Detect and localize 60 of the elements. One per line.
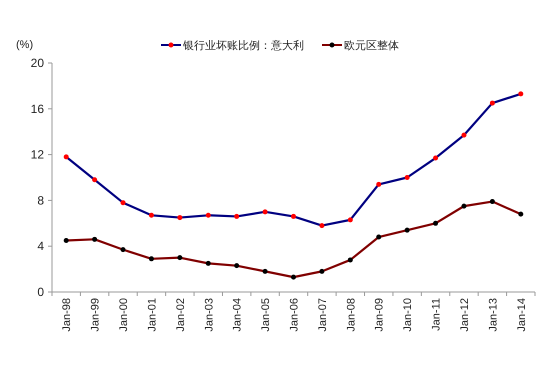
point — [348, 217, 353, 222]
x-tick-label: Jan-10 — [402, 298, 414, 332]
point — [376, 234, 382, 240]
point — [433, 220, 438, 226]
point — [177, 215, 182, 220]
point — [348, 257, 353, 262]
legend-label: 银行业坏账比例：意大利 — [182, 39, 304, 52]
point — [404, 228, 410, 233]
legend-label: 欧元区整体 — [344, 40, 399, 52]
point — [376, 182, 382, 187]
point — [120, 247, 126, 252]
x-tick-label: Jan-05 — [260, 298, 272, 332]
point — [319, 268, 324, 274]
point — [490, 199, 495, 204]
point — [518, 212, 524, 217]
y-tick-label: 8 — [37, 193, 44, 208]
point — [234, 263, 240, 268]
point — [262, 209, 268, 214]
x-tick-label: Jan-04 — [232, 298, 244, 332]
point — [92, 236, 98, 242]
point — [404, 175, 410, 180]
y-tick-label: 16 — [30, 102, 44, 116]
x-tick-label: Jan-07 — [316, 298, 329, 332]
y-tick-label: 20 — [30, 56, 44, 70]
x-tick-label: Jan-06 — [288, 298, 300, 332]
x-tick-label: Jan-09 — [374, 298, 386, 332]
x-tick-label: Jan-99 — [90, 298, 102, 332]
point — [319, 223, 324, 228]
point — [120, 200, 126, 206]
point — [490, 100, 495, 106]
point — [206, 212, 211, 218]
point — [177, 255, 182, 260]
point — [64, 154, 69, 160]
point — [262, 268, 268, 274]
y-tick-label: 4 — [37, 239, 44, 254]
point — [433, 156, 438, 161]
x-tick-label: Jan-98 — [61, 298, 74, 332]
point — [291, 214, 296, 219]
point — [92, 177, 98, 182]
x-tick-label: Jan-01 — [146, 298, 158, 332]
point — [461, 204, 466, 209]
y-tick-label: 0 — [37, 285, 44, 299]
point — [234, 214, 240, 219]
y-tick-label: 12 — [30, 148, 44, 162]
x-tick-label: Jan-13 — [487, 298, 500, 332]
point — [518, 91, 524, 96]
x-tick-label: Jan-02 — [174, 298, 187, 332]
x-tick-label: Jan-08 — [345, 298, 358, 332]
point — [148, 256, 154, 262]
point — [206, 260, 211, 266]
point — [148, 212, 154, 218]
x-tick-label: Jan-00 — [118, 298, 130, 332]
point — [64, 238, 69, 243]
x-tick-label: Jan-14 — [516, 298, 528, 332]
x-tick-label: Jan-12 — [458, 298, 471, 332]
y-axis-title: (%) — [16, 39, 34, 51]
x-tick-label: Jan-03 — [203, 298, 216, 332]
point — [461, 132, 466, 138]
x-tick-label: Jan-11 — [430, 298, 443, 331]
point — [291, 274, 296, 280]
